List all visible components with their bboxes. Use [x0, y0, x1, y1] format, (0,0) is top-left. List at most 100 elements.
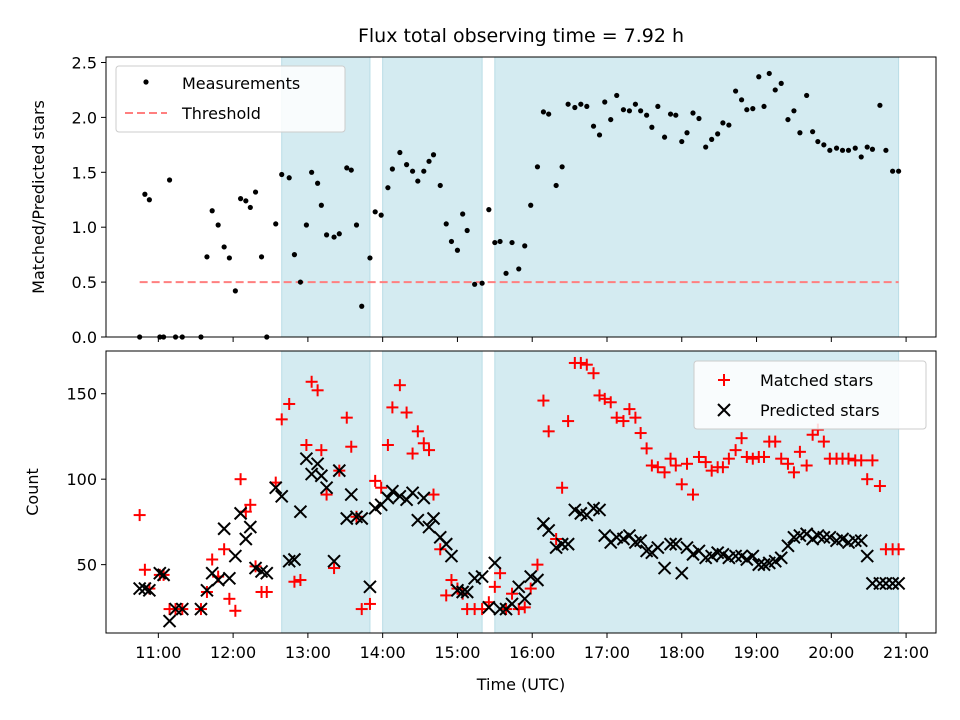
predicted-star-point — [194, 602, 208, 616]
predicted-star-point — [405, 486, 420, 500]
matched-star-point — [320, 488, 333, 501]
matched-star-point — [669, 459, 682, 472]
measurement-point — [626, 108, 633, 114]
measurement-point — [331, 234, 337, 240]
matched-star-point — [355, 603, 368, 616]
matched-star-point — [411, 425, 424, 438]
measurement-point — [584, 103, 590, 110]
measurement-point — [827, 147, 833, 153]
measurement-point — [815, 138, 821, 145]
measurement-point — [378, 212, 384, 218]
predicted-star-point — [417, 491, 431, 505]
matched-star-point — [234, 473, 247, 486]
predicted-star-point — [455, 585, 470, 599]
matched-star-point — [206, 553, 219, 566]
predicted-star-point — [651, 540, 665, 555]
predicted-star-point — [823, 530, 837, 544]
predicted-star-point — [138, 581, 152, 596]
matched-star-point — [283, 397, 296, 410]
measurement-point — [750, 106, 756, 112]
measurement-point — [869, 146, 876, 152]
matched-star-point — [716, 461, 729, 474]
matched-star-point — [305, 375, 318, 388]
predicted-star-point — [848, 534, 862, 548]
matched-star-point — [423, 444, 436, 457]
top-axes-frame — [105, 56, 937, 338]
matched-star-point — [369, 474, 382, 487]
measurement-point — [620, 107, 627, 113]
top-legend: Measurements Threshold — [115, 65, 346, 133]
matched-star-point — [542, 425, 555, 438]
measurement-point — [896, 168, 902, 174]
top-y-tick-label: 2.5 — [72, 53, 97, 72]
matched-star-point — [651, 461, 664, 474]
measurement-point — [472, 281, 478, 287]
matched-star-point — [686, 488, 699, 501]
predicted-star-point — [891, 576, 906, 591]
matched-star-point — [855, 454, 868, 467]
legend-marker-measurements — [143, 79, 149, 85]
predicted-star-point — [228, 549, 243, 563]
matched-star-point — [223, 592, 236, 605]
measurement-point — [534, 164, 541, 170]
measurement-point — [344, 165, 350, 171]
matched-star-point — [218, 543, 231, 556]
measurement-point — [791, 108, 797, 114]
measurement-point — [348, 167, 354, 173]
matched-star-point — [817, 435, 830, 448]
matched-star-point — [746, 452, 759, 465]
predicted-star-point — [426, 511, 441, 526]
predicted-star-point — [512, 580, 526, 594]
predicted-star-point — [310, 457, 325, 471]
matched-star-point — [793, 445, 806, 458]
matched-star-point — [518, 601, 531, 614]
predicted-star-point — [393, 489, 407, 503]
predicted-star-point — [239, 532, 253, 546]
matched-star-point — [200, 585, 213, 598]
matched-star-point — [634, 427, 647, 440]
predicted-star-point — [439, 537, 453, 551]
predicted-star-point — [885, 576, 900, 591]
measurement-point — [385, 185, 391, 191]
measurement-point — [715, 131, 721, 137]
matched-star-point — [781, 457, 794, 470]
predicted-star-point — [728, 549, 743, 563]
matched-star-point — [775, 452, 788, 465]
measurement-point — [632, 101, 639, 107]
predicted-star-point — [269, 481, 283, 495]
predicted-star-point — [293, 504, 308, 519]
predicted-star-point — [243, 520, 258, 534]
measurement-point — [415, 178, 421, 184]
measurement-point — [655, 103, 661, 110]
measurement-point — [766, 70, 772, 77]
bottom-x-tick-label: 17:00 — [584, 643, 630, 662]
measurement-point — [679, 138, 685, 145]
matched-star-point — [861, 473, 874, 486]
matched-star-point — [244, 498, 257, 511]
matched-star-point — [681, 457, 693, 470]
predicted-star-point — [355, 511, 369, 526]
bottom-legend: Matched stars Predicted stars — [693, 360, 927, 430]
top-legend-box — [115, 65, 346, 133]
predicted-star-point — [505, 597, 519, 611]
matched-star-point — [580, 358, 593, 371]
measurement-point — [690, 110, 696, 116]
measurement-point — [516, 266, 522, 272]
matched-star-point — [587, 367, 600, 380]
matched-star-point — [386, 401, 399, 414]
measurement-point — [821, 142, 827, 148]
predicted-star-point — [332, 463, 347, 478]
measurement-point — [726, 122, 732, 128]
measurement-point — [247, 204, 253, 211]
predicted-star-point — [344, 487, 358, 502]
measurement-point — [845, 147, 852, 153]
measurement-point — [166, 177, 173, 183]
measurement-point — [797, 130, 803, 136]
predicted-star-point — [211, 573, 225, 587]
matched-star-point — [640, 442, 653, 455]
measurement-point — [286, 175, 292, 181]
measurement-point — [810, 129, 816, 135]
matched-star-point — [531, 558, 544, 571]
